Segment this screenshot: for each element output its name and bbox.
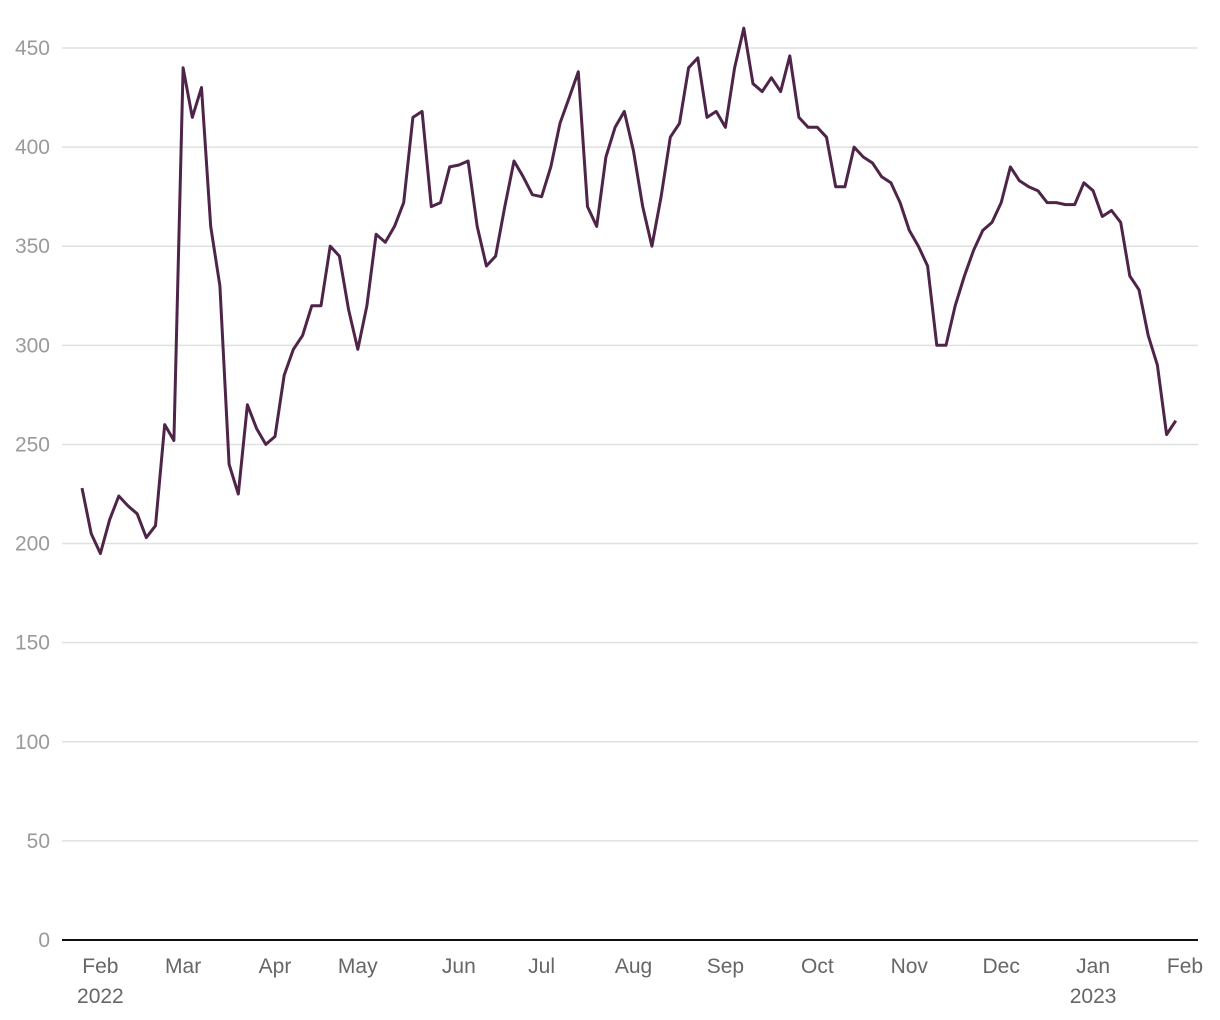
x-tick-label: Mar [165,955,201,978]
x-tick-label: May [338,955,378,978]
x-tick-label: Feb [1167,955,1203,978]
y-tick-label: 250 [15,433,50,456]
y-tick-label: 200 [15,533,50,556]
x-tick-label: Aug [615,955,652,978]
x-tick-label: Jun [442,955,476,978]
y-tick-label: 400 [15,136,50,159]
y-tick-label: 0 [38,929,50,952]
x-tick-label: Nov [891,955,929,978]
x-tick-label: Oct [801,955,834,978]
y-tick-label: 350 [15,235,50,258]
x-tick-label: Apr [259,955,292,978]
x-tick-label: Jan 2023 [1070,955,1117,1008]
y-tick-label: 100 [15,731,50,754]
data-line [80,26,1178,555]
y-tick-label: 150 [15,632,50,655]
y-tick-label: 50 [27,830,50,853]
x-tick-label: Sep [707,955,744,978]
x-tick-label: Feb 2022 [77,955,124,1008]
x-tick-label: Dec [982,955,1019,978]
x-tick-label: Jul [528,955,555,978]
y-tick-label: 450 [15,37,50,60]
y-tick-label: 300 [15,334,50,357]
